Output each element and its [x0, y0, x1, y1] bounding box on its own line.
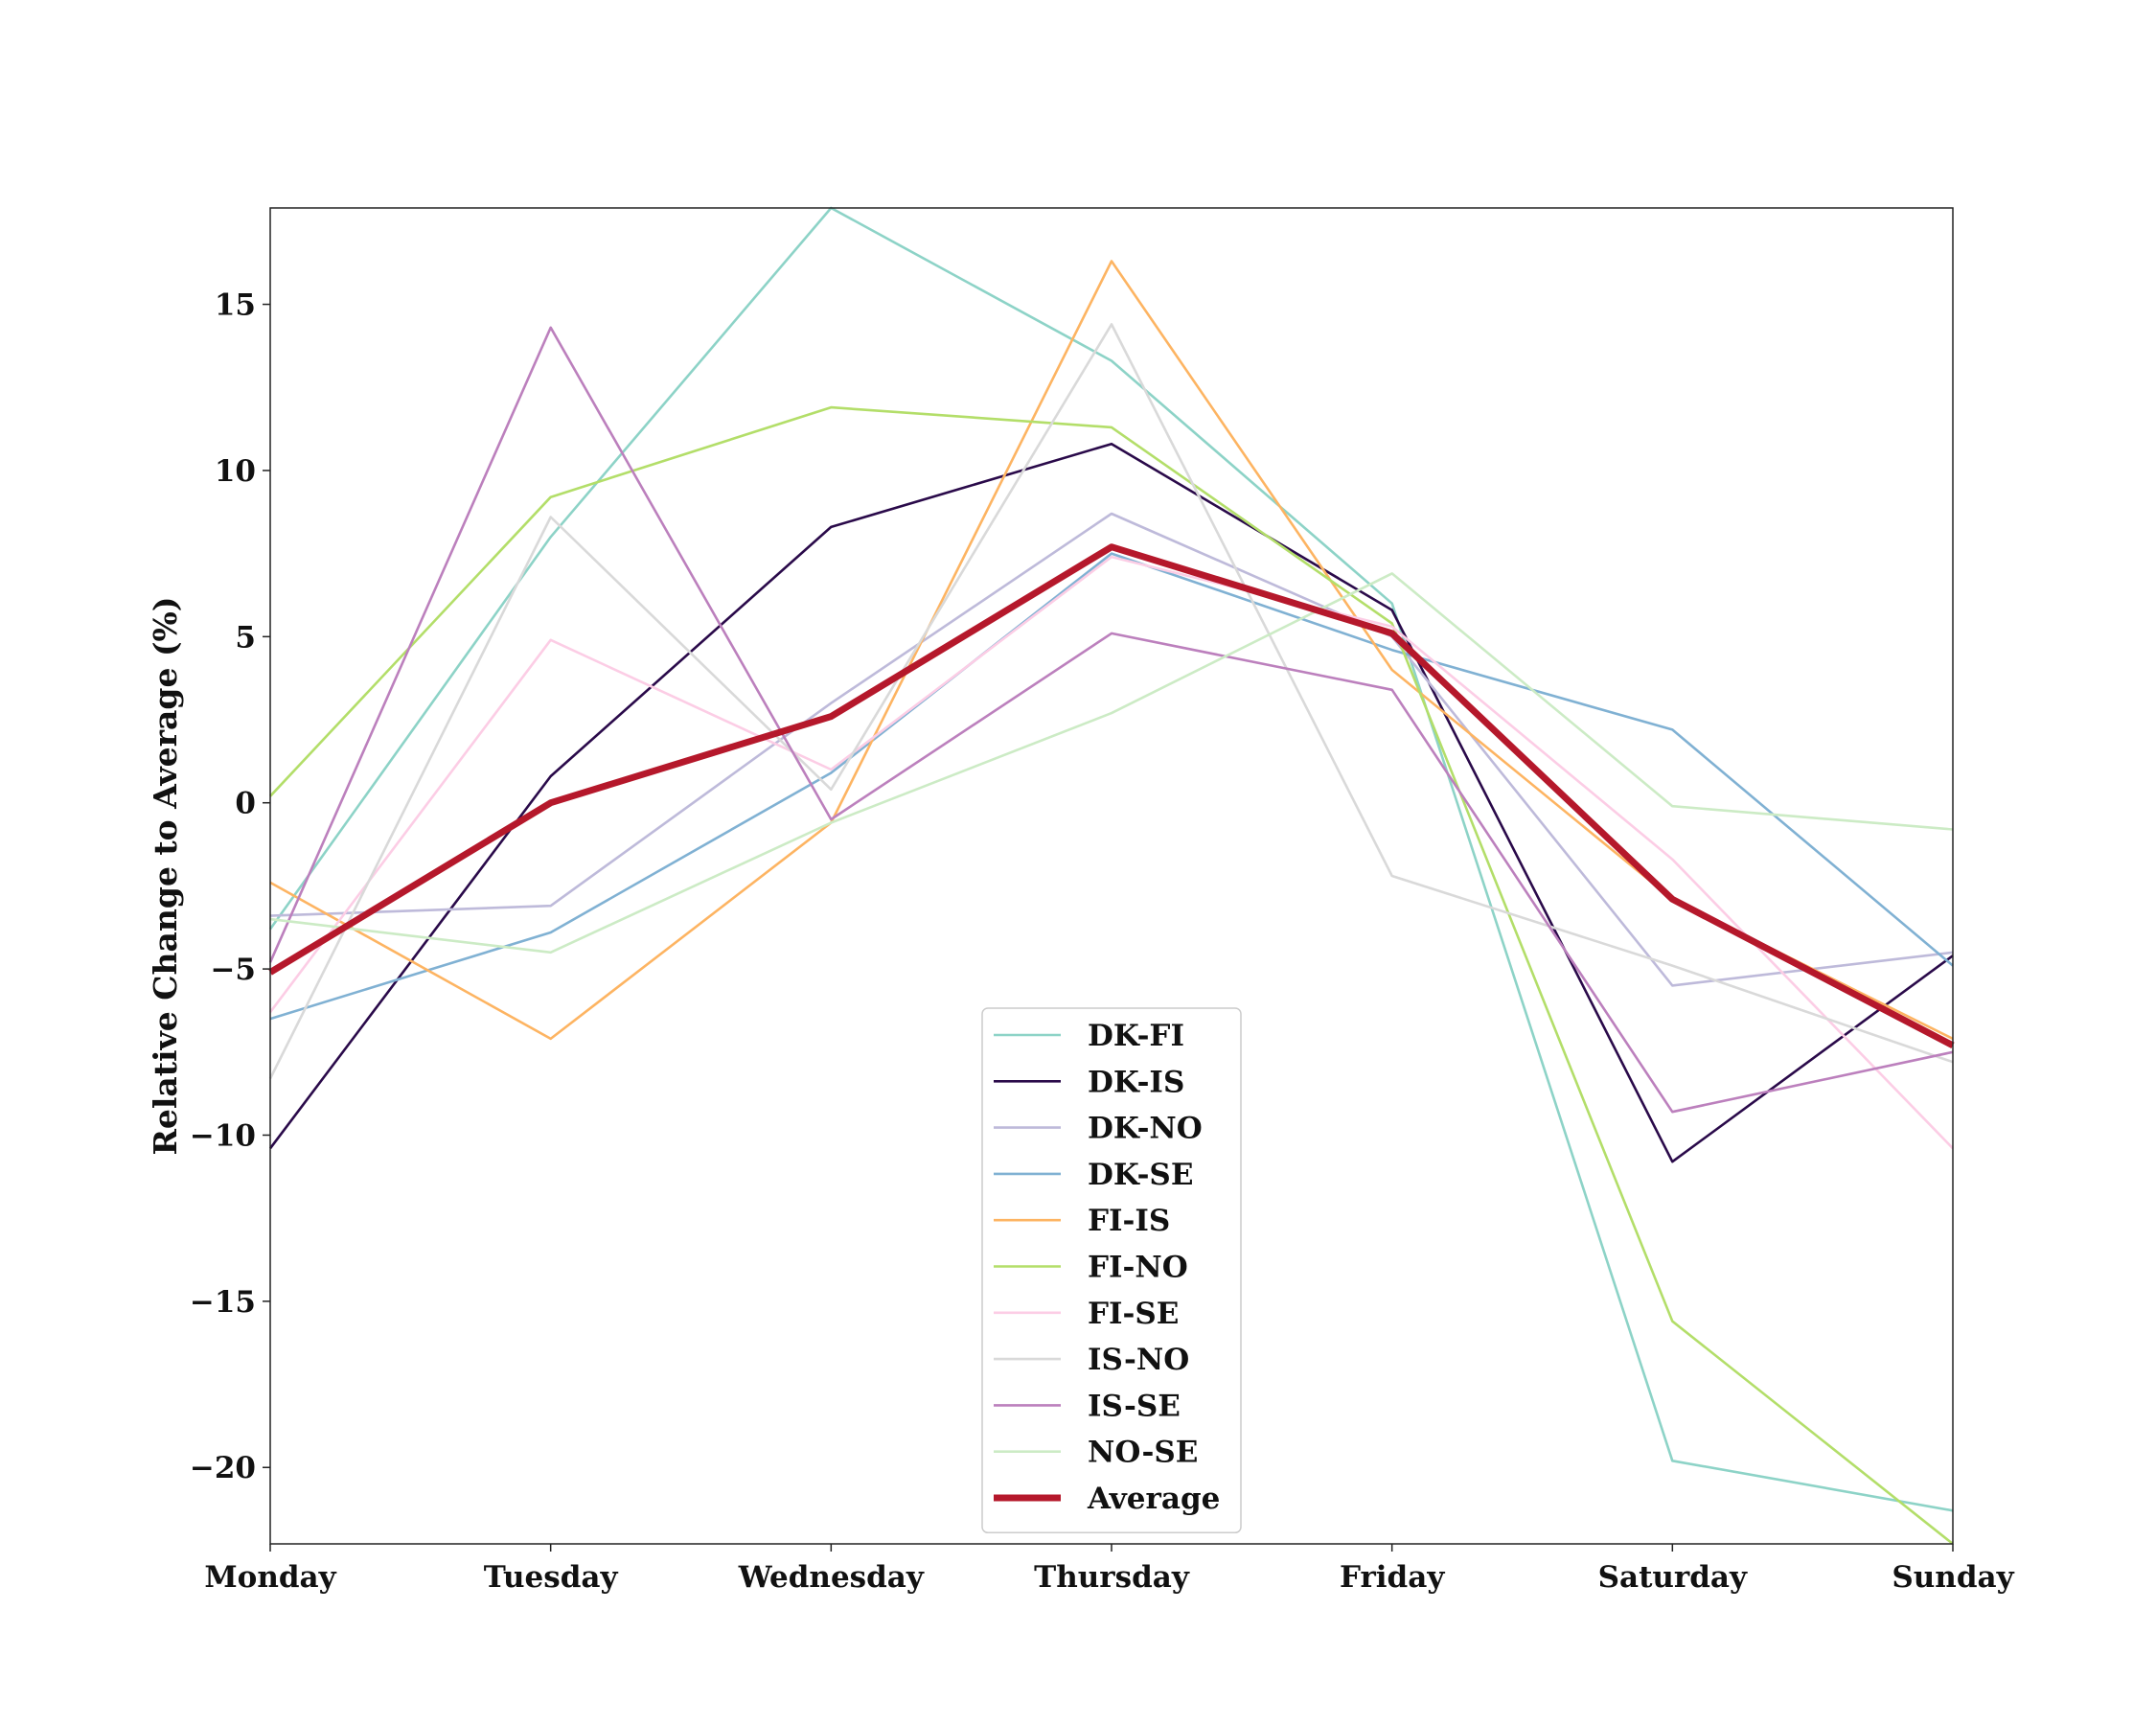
x-tick-label-sunday: Sunday: [1892, 1560, 2014, 1595]
legend: DK-FI DK-IS DK-NO DK-SE FI-IS FI-NO FI-SE IS-NO…: [981, 1007, 1242, 1534]
x-tick-label-thursday: Thursday: [1034, 1560, 1190, 1595]
y-tick-label-7: −20: [190, 1451, 256, 1485]
legend-label-no-se: NO-SE: [1088, 1436, 1198, 1470]
legend-label-average: Average: [1087, 1482, 1220, 1516]
y-axis-label: Relative Change to Average (%): [147, 596, 184, 1155]
legend-label-is-no: IS-NO: [1088, 1343, 1189, 1377]
legend-label-fi-no: FI-NO: [1088, 1251, 1188, 1285]
y-tick-label-1: 10: [215, 454, 256, 489]
series-line-dk-is: [268, 442, 1954, 1163]
y-tick-label-5: −10: [190, 1118, 256, 1153]
series-line-fi-se: [268, 555, 1954, 1150]
legend-label-fi-is: FI-IS: [1088, 1204, 1170, 1238]
y-tick-label-6: −15: [190, 1285, 256, 1320]
x-axis: Monday Tuesday Wednesday Thursday Friday Satu…: [204, 1544, 2015, 1595]
series-line-fi-is: [269, 260, 1954, 1041]
legend-label-dk-fi: DK-FI: [1088, 1019, 1184, 1053]
y-tick-label-2: 5: [235, 620, 256, 655]
legend-label-dk-is: DK-IS: [1088, 1065, 1184, 1099]
series-line-dk-se: [269, 552, 1954, 1021]
legend-label-dk-se: DK-SE: [1088, 1158, 1193, 1192]
y-tick-label-4: −5: [210, 953, 256, 987]
x-tick-label-monday: Monday: [204, 1560, 336, 1595]
y-tick-label-0: 15: [215, 288, 256, 323]
plot-lines: [268, 206, 1955, 1546]
legend-label-fi-se: FI-SE: [1088, 1297, 1179, 1331]
series-line-dk-fi: [268, 206, 1954, 1512]
series-line-is-se: [268, 326, 1954, 1114]
series-line-average: [268, 543, 1955, 1049]
series-line-is-no: [268, 323, 1954, 1080]
series-line-fi-no: [269, 405, 1954, 1546]
legend-label-is-se: IS-SE: [1088, 1389, 1181, 1423]
x-tick-label-friday: Friday: [1340, 1560, 1445, 1595]
x-tick-label-saturday: Saturday: [1598, 1560, 1748, 1595]
legend-label-dk-no: DK-NO: [1088, 1112, 1203, 1146]
y-tick-label-3: 0: [235, 787, 256, 821]
series-line-no-se: [269, 572, 1954, 954]
y-axis: 15 10 5 0 −5 −10 −15 −20: [190, 288, 270, 1485]
series-line-dk-no: [269, 512, 1954, 987]
legend-box: [981, 1007, 1242, 1534]
x-tick-label-tuesday: Tuesday: [484, 1560, 619, 1595]
x-tick-label-wednesday: Wednesday: [738, 1560, 925, 1595]
